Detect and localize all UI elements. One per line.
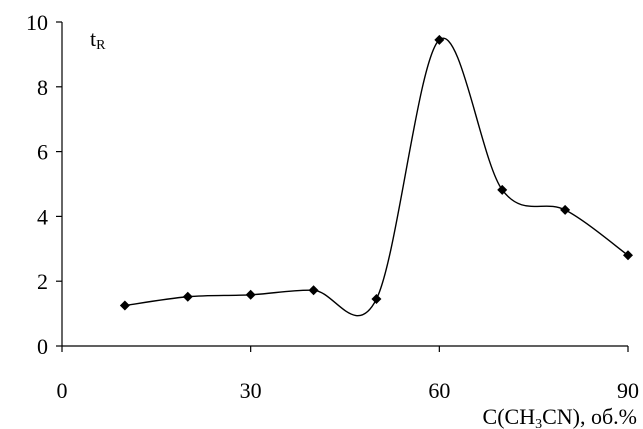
y-tick-label: 6 xyxy=(37,140,48,165)
series-markers xyxy=(119,34,633,311)
y-axis-title: tR xyxy=(90,26,106,53)
data-point-marker xyxy=(308,285,319,296)
data-point-marker xyxy=(497,184,508,195)
x-ticks: 0 30 60 90 xyxy=(57,346,639,403)
x-tick-label: 0 xyxy=(57,378,68,403)
axes xyxy=(61,22,628,347)
data-point-marker xyxy=(371,294,382,305)
x-tick-label: 60 xyxy=(428,378,450,403)
y-tick-label: 8 xyxy=(37,75,48,100)
y-tick-label: 4 xyxy=(37,204,48,229)
y-ticks: 0 2 4 6 8 10 xyxy=(26,10,62,359)
x-tick-label: 90 xyxy=(617,378,639,403)
data-point-marker xyxy=(119,300,130,311)
data-point-marker xyxy=(245,289,256,300)
y-tick-label: 10 xyxy=(26,10,48,35)
y-tick-label: 2 xyxy=(37,269,48,294)
data-point-marker xyxy=(560,204,571,215)
data-point-marker xyxy=(434,34,445,45)
data-point-marker xyxy=(182,291,193,302)
x-tick-label: 30 xyxy=(240,378,262,403)
y-tick-label: 0 xyxy=(37,334,48,359)
x-axis-title: C(CH3CN), об.% xyxy=(483,404,637,429)
data-point-marker xyxy=(623,250,633,261)
series-line xyxy=(124,37,629,317)
